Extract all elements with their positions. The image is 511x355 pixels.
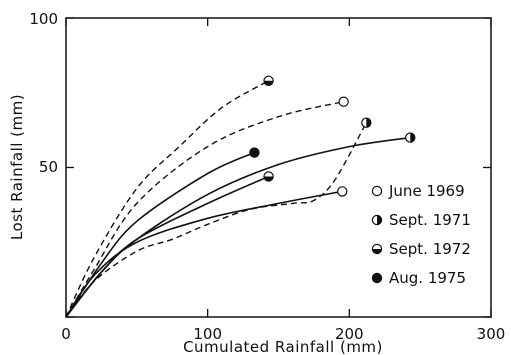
end-marker-sept-1971-solid [405, 132, 416, 143]
series-line-sept-1972-dashed [65, 80, 269, 318]
series-line-june-1969-dashed [65, 101, 344, 318]
legend-label-4: Aug. 1975 [389, 269, 466, 287]
y-tick-label-100: 100 [29, 10, 58, 28]
legend-marker-1 [371, 185, 383, 197]
legend-marker-4 [371, 272, 383, 284]
series-line-sept-1971-solid [65, 136, 411, 318]
legend-marker-3 [371, 243, 383, 255]
series-line-sept-1971-dashed [65, 122, 367, 318]
end-marker-sept-1972-dashed [263, 75, 274, 86]
legend-marker-2 [371, 214, 383, 226]
end-marker-sept-1972-solid [263, 171, 274, 182]
legend-label-1: June 1969 [388, 182, 465, 200]
series-line-aug-1975-solid [65, 151, 255, 318]
x-tick-label-100: 100 [193, 325, 222, 343]
series-layer [65, 80, 411, 318]
y-axis-label: Lost Rainfall (mm) [8, 94, 26, 240]
legend-label-2: Sept. 1971 [389, 211, 471, 229]
end-marker-sept-1971-dashed [361, 117, 372, 128]
x-axis-label: Cumulated Rainfall (mm) [183, 338, 383, 355]
x-tick-label-300: 300 [477, 325, 506, 343]
series-line-june-1969-solid [65, 190, 343, 318]
x-tick-label-0: 0 [61, 325, 71, 343]
x-tick-label-200: 200 [335, 325, 364, 343]
end-marker-june-1969-solid [337, 186, 348, 197]
end-marker-aug-1975-solid [249, 147, 260, 158]
y-tick-label-50: 50 [39, 158, 58, 176]
axis-ticks [65, 17, 492, 318]
legend-label-3: Sept. 1972 [389, 240, 471, 258]
end-marker-june-1969-dashed [338, 96, 349, 107]
legend: June 1969 Sept. 1971 Sept. 1972 Aug. 1975 [371, 182, 471, 287]
marker-layer [249, 75, 416, 197]
series-line-sept-1972-solid [65, 175, 269, 318]
